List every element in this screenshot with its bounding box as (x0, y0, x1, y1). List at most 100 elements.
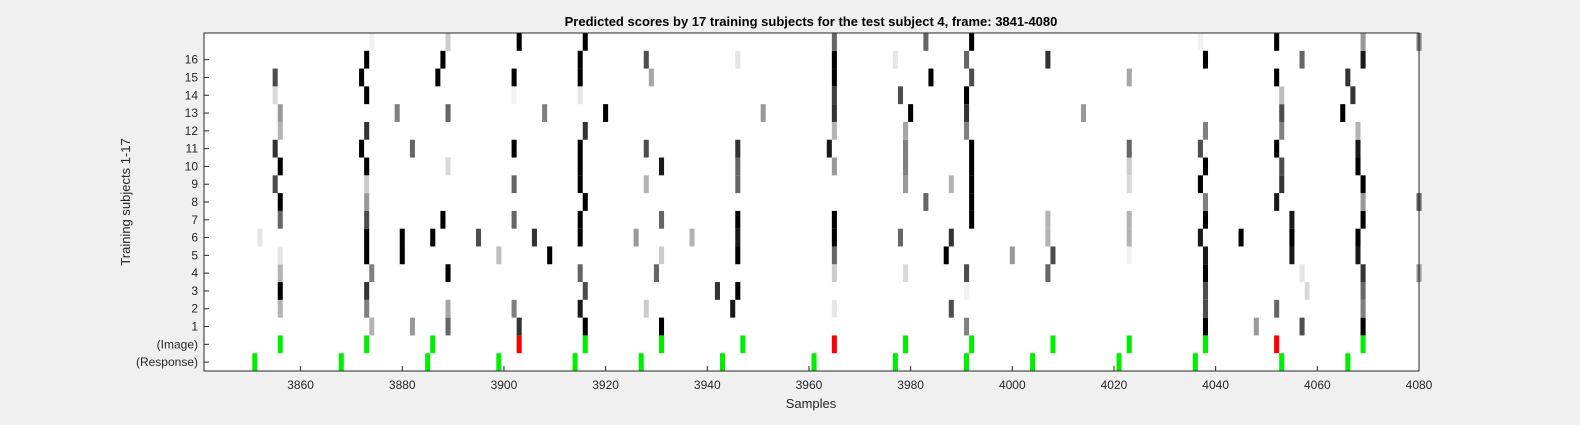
image-target-marker (1360, 335, 1366, 354)
score-cell (511, 175, 517, 194)
score-cell (735, 175, 741, 194)
score-cell (1289, 246, 1295, 265)
score-cell (542, 104, 548, 122)
score-cell (364, 228, 370, 247)
score-cell (1360, 33, 1366, 51)
score-cell (364, 175, 370, 194)
score-cell (760, 104, 766, 122)
score-cell (1360, 50, 1366, 69)
response-marker (1345, 353, 1351, 371)
score-cell (735, 210, 741, 229)
score-cell (277, 121, 283, 140)
score-cell (964, 50, 970, 69)
response-marker (1192, 353, 1198, 371)
score-cell (1360, 299, 1366, 318)
chart-title: Predicted scores by 17 training subjects… (565, 14, 1058, 29)
score-cell (735, 157, 741, 176)
y-tick-label: 16 (185, 53, 199, 67)
image-target-marker (903, 335, 909, 354)
score-cell (831, 264, 837, 283)
score-cell (272, 139, 278, 158)
y-tick-label: 10 (185, 159, 199, 173)
x-tick-label: 3880 (389, 378, 416, 392)
image-target-marker (659, 335, 665, 354)
score-cell (1197, 228, 1203, 247)
score-cell (364, 210, 370, 229)
response-marker (892, 353, 898, 371)
score-cell (1202, 210, 1209, 229)
image-target-marker (1126, 335, 1132, 354)
score-cell (1045, 228, 1051, 247)
score-cell (409, 139, 415, 158)
score-cell (445, 104, 451, 122)
score-cell (1355, 246, 1361, 265)
score-cell (908, 104, 914, 122)
y-tick-label: 14 (185, 88, 199, 102)
score-cell (511, 68, 517, 87)
score-cell (1126, 210, 1132, 229)
score-cell (1202, 282, 1209, 300)
score-cell (659, 210, 665, 229)
score-cell (1202, 50, 1209, 69)
score-cell (1274, 68, 1280, 87)
score-cell (903, 139, 909, 158)
score-cell (577, 210, 583, 229)
score-cell (1360, 175, 1366, 194)
score-cell (1289, 228, 1295, 247)
image-target-marker (277, 335, 283, 354)
score-cell (277, 210, 283, 229)
score-cell (1197, 33, 1203, 51)
score-cell (364, 282, 370, 300)
score-cell (1299, 317, 1305, 336)
score-cell (582, 121, 588, 140)
x-tick-label: 3920 (592, 378, 619, 392)
score-cell (409, 317, 415, 336)
score-cell (277, 193, 283, 211)
score-cell (1202, 246, 1209, 265)
y-tick-label: 15 (185, 70, 199, 84)
score-cell (475, 228, 482, 247)
image-target-marker (582, 335, 588, 354)
score-cell (1279, 121, 1285, 140)
score-cell (369, 317, 375, 336)
score-cell (643, 50, 649, 69)
score-cell (1360, 264, 1366, 283)
score-cell (735, 139, 741, 158)
score-cell (1279, 175, 1285, 194)
score-cell (643, 299, 649, 318)
score-cell (511, 210, 517, 229)
score-cell (643, 175, 649, 194)
score-cell (364, 86, 370, 105)
score-cell (831, 228, 837, 247)
score-cell (831, 68, 837, 87)
response-marker (1116, 353, 1122, 371)
y-axis-label: Training subjects 1-17 (118, 138, 133, 265)
score-cell (516, 317, 522, 336)
score-cell (897, 228, 903, 247)
score-cell (1197, 139, 1203, 158)
score-cell (1126, 228, 1132, 247)
score-cell (272, 175, 278, 194)
score-cell (1279, 86, 1285, 105)
score-cell (1299, 50, 1305, 69)
score-cell (516, 33, 522, 51)
x-tick-label: 4060 (1304, 378, 1331, 392)
score-cells (257, 33, 1422, 336)
score-cell (943, 246, 949, 265)
y-tick-label: 6 (191, 231, 198, 245)
score-cell (831, 157, 837, 176)
score-cell (964, 104, 970, 122)
score-cell (659, 317, 665, 336)
score-cell (364, 246, 370, 265)
score-cell (1340, 104, 1346, 122)
score-cell (359, 139, 365, 158)
score-cell (445, 264, 451, 283)
score-cell (1355, 139, 1361, 158)
score-cell (948, 299, 954, 318)
response-marker (252, 353, 258, 371)
score-cell (531, 228, 537, 247)
image-target-marker (969, 335, 975, 354)
score-cell (277, 299, 283, 318)
score-cell (1289, 210, 1295, 229)
score-cell (1360, 317, 1366, 336)
